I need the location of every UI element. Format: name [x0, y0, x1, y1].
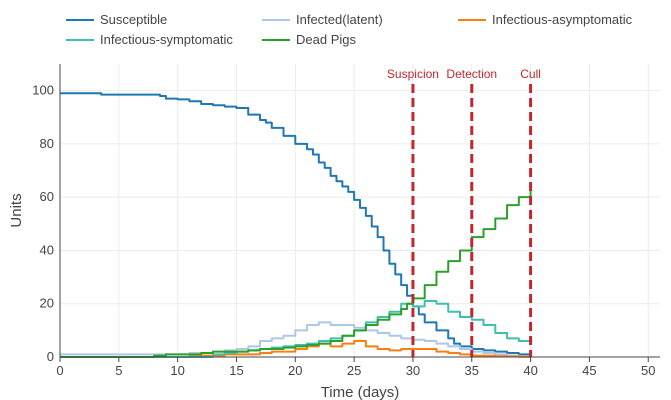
legend-label-dead-pigs: Dead Pigs [296, 32, 356, 47]
y-tick-label: 0 [47, 349, 54, 364]
plot-area: Suspicion Detection Cull [60, 67, 541, 358]
x-axis-title: Time (days) [321, 384, 400, 400]
legend-label-infected-latent-: Infected(latent) [296, 12, 383, 27]
y-tick-label: 60 [40, 189, 54, 204]
y-tick-label: 40 [40, 242, 54, 257]
event-label-detection: Detection [446, 67, 497, 81]
legend-label-infectious-asymptomatic: Infectious-asymptomatic [492, 12, 633, 27]
x-tick-label: 40 [523, 363, 537, 378]
y-tick-label: 20 [40, 296, 54, 311]
y-tick-label: 80 [40, 136, 54, 151]
legend-label-susceptible: Susceptible [100, 12, 167, 27]
x-tick-label: 50 [641, 363, 655, 378]
series-line-susceptible [60, 92, 532, 356]
legend: Susceptible Infected(latent) Infectious-as… [66, 12, 633, 47]
y-axis-title: Units [8, 193, 25, 227]
x-tick-label: 45 [582, 363, 596, 378]
gridlines [59, 64, 660, 358]
x-tick-label: 10 [170, 363, 184, 378]
x-tick-label: 30 [406, 363, 420, 378]
x-tick-label: 20 [288, 363, 302, 378]
x-tick-label: 35 [465, 363, 479, 378]
legend-label-infectious-symptomatic: Infectious-symptomatic [100, 32, 233, 47]
axes: 0 5 10 15 20 25 30 35 40 45 50 0 20 40 60 80 100 [32, 64, 660, 378]
event-label-suspicion: Suspicion [387, 67, 439, 81]
x-tick-label: 25 [347, 363, 361, 378]
x-tick-label: 0 [56, 363, 63, 378]
y-tick-label: 100 [32, 83, 54, 98]
event-label-cull: Cull [520, 67, 541, 81]
x-tick-label: 15 [229, 363, 243, 378]
x-tick-label: 5 [115, 363, 122, 378]
